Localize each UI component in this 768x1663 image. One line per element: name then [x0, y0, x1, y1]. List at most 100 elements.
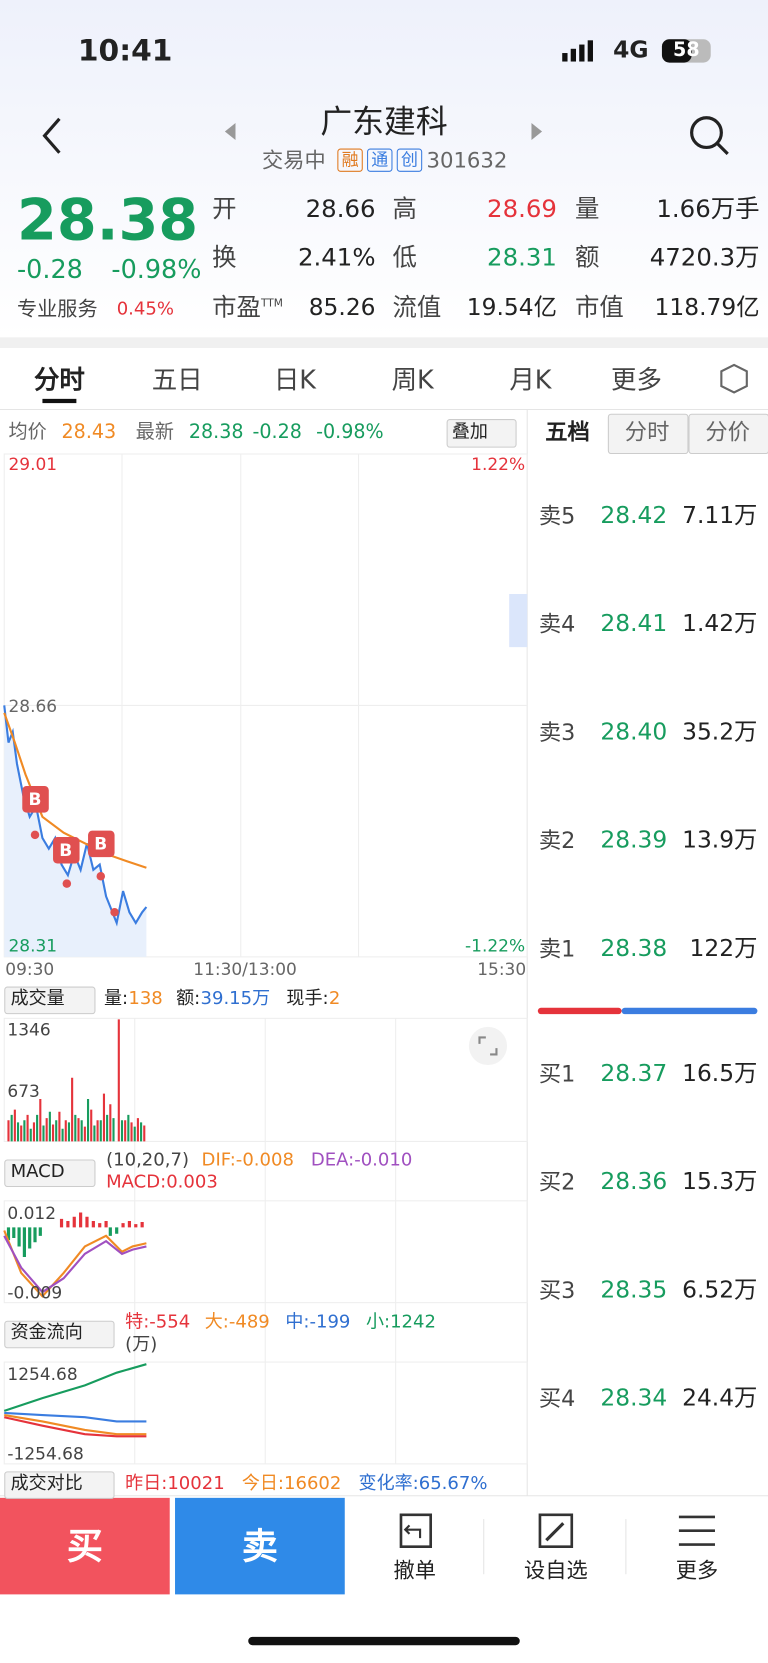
flow-tick: 1254.68: [7, 1364, 78, 1385]
prev-icon[interactable]: [224, 123, 236, 141]
book-tab-box[interactable]: [607, 413, 689, 455]
stat-label: 低: [392, 244, 417, 273]
book-volume: 35.2万: [682, 719, 758, 746]
search-icon[interactable]: [690, 116, 723, 150]
book-volume: 7.11万: [682, 502, 758, 530]
volume-tick: 673: [7, 1080, 40, 1102]
sell-button[interactable]: [175, 1497, 345, 1595]
book-price: 28.42: [600, 502, 668, 530]
macd-params: (10,20,7): [106, 1149, 189, 1171]
book-price: 28.38: [600, 935, 668, 963]
book-label: 买3: [538, 1277, 576, 1304]
volume-selector-box[interactable]: [4, 986, 96, 1015]
next-icon[interactable]: [531, 123, 543, 141]
expand-button[interactable]: [468, 1026, 508, 1066]
tab[interactable]: 周K: [391, 364, 434, 395]
buy-button[interactable]: [0, 1497, 170, 1595]
book-tab[interactable]: 五档: [545, 419, 590, 446]
flow-big: [4, 1414, 147, 1436]
watch-pen: [545, 1522, 565, 1542]
stat-label: 市盈TTM: [212, 294, 283, 322]
back-icon[interactable]: [42, 117, 61, 154]
tab[interactable]: 五日: [151, 364, 203, 395]
book-volume: 15.3万: [682, 1169, 758, 1196]
compare-item: 今日:16602: [241, 1472, 342, 1495]
sub-grid: [3, 1017, 528, 1465]
volume-selector: 成交量: [10, 988, 65, 1010]
action[interactable]: 更多: [675, 1557, 719, 1583]
badge: 融: [337, 148, 363, 172]
signal-icon: [562, 40, 593, 62]
book-price: 28.36: [600, 1169, 668, 1196]
stat-value: 1.66万手: [656, 195, 760, 224]
book-volume: 16.5万: [682, 1060, 758, 1088]
latest-change: -0.28: [252, 421, 302, 444]
avg-line: [3, 712, 147, 869]
flow-item: 大:-489: [204, 1311, 270, 1333]
more-icon: [678, 1515, 715, 1546]
volume-item-value: 2: [328, 988, 341, 1010]
marker: B: [59, 840, 73, 861]
volume-item-value: 138: [128, 988, 163, 1010]
overlay: 叠加: [451, 421, 488, 443]
search-icon-handle: [715, 142, 729, 155]
time-label: 11:30/13:00: [193, 958, 297, 980]
latest-label: 最新: [135, 421, 174, 444]
badge: 创: [396, 148, 423, 172]
side-toggle[interactable]: [509, 594, 528, 648]
action[interactable]: 设自选: [524, 1557, 588, 1583]
buy-markers: [22, 786, 119, 917]
book-tab[interactable]: 分价: [705, 419, 750, 446]
time-label: 09:30: [5, 958, 55, 980]
book-tab-box[interactable]: [688, 413, 768, 455]
compare-item: 变化率:65.67%: [358, 1472, 488, 1495]
flow-item: 中:-199: [285, 1311, 351, 1333]
book-volume: 122万: [689, 935, 758, 963]
stat-value: 118.79亿: [654, 294, 760, 322]
flow-item: 小:1242: [365, 1311, 436, 1333]
tab[interactable]: 更多: [611, 364, 662, 395]
flow-special: [4, 1416, 147, 1438]
book-price: 28.37: [600, 1060, 668, 1088]
tab[interactable]: 月K: [509, 364, 552, 395]
settings-icon[interactable]: [720, 363, 748, 394]
book-label: 卖2: [538, 827, 576, 854]
axis-top: 29.01: [8, 454, 58, 475]
macd-selector-box[interactable]: [4, 1159, 96, 1188]
stat-value: 28.66: [305, 195, 376, 224]
stat-label: 开: [212, 195, 237, 224]
compare-selector-box[interactable]: [4, 1471, 115, 1499]
status-time: 10:41: [77, 32, 173, 68]
flow-small: [3, 1363, 147, 1412]
top-bg: [0, 0, 768, 338]
service[interactable]: 专业服务: [16, 297, 98, 321]
buy-label[interactable]: 买: [66, 1525, 103, 1568]
stat-value: 4720.3万: [649, 244, 760, 273]
overlay-button[interactable]: [446, 419, 517, 448]
axis-mid: 28.66: [8, 695, 58, 717]
marker: B: [94, 833, 108, 854]
flow-selector-box[interactable]: [4, 1320, 115, 1349]
flow-mid: [4, 1411, 147, 1423]
axis-bottom-pct: -1.22%: [465, 935, 526, 956]
price: 28.38: [16, 186, 199, 254]
compare-selector: 成交对比: [10, 1472, 83, 1495]
stat-label: 高: [392, 195, 417, 224]
stat-label: 市值: [574, 294, 624, 322]
sell-label[interactable]: 卖: [241, 1525, 278, 1568]
flow-selector: 资金流向: [10, 1322, 83, 1344]
tab[interactable]: 日K: [273, 364, 316, 395]
action[interactable]: 撤单: [393, 1557, 436, 1583]
macd-bars: [6, 1212, 144, 1258]
dea-line: [3, 1235, 147, 1294]
book-price: 28.34: [600, 1385, 668, 1412]
latest: 28.38: [188, 421, 244, 444]
macd-tick: -0.009: [7, 1282, 63, 1303]
axis-top-pct: 1.22%: [471, 454, 526, 475]
badge: 通: [367, 148, 393, 172]
stock-name: 广东建科: [320, 103, 448, 142]
tab[interactable]: 分时: [33, 364, 85, 395]
book-tab[interactable]: 分时: [624, 419, 670, 446]
